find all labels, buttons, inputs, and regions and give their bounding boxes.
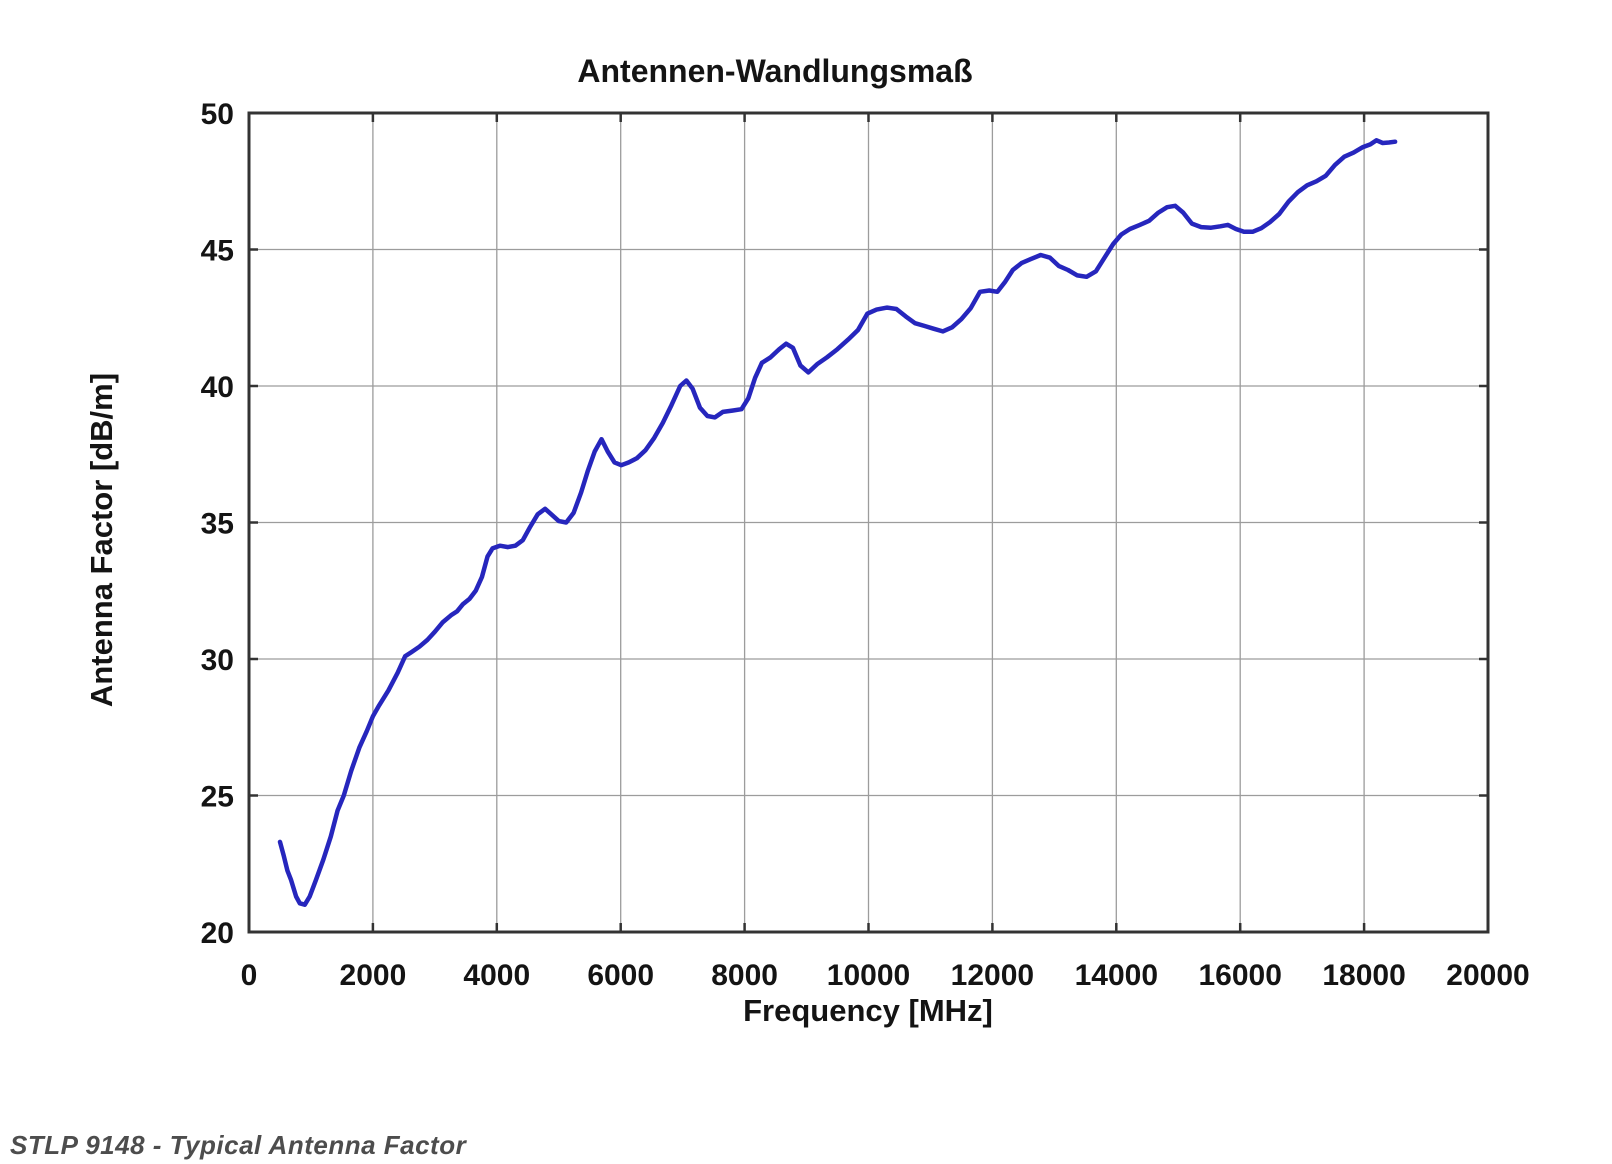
plot-area: 0 2000 4000 6000 8000 10000 12000 14000 16000 180…: [201, 98, 1530, 992]
x-axis-label: Frequency [MHz]: [743, 993, 993, 1028]
antenna-factor-curve: [277, 138, 1398, 907]
figure-caption: STLP 9148 - Typical Antenna Factor: [10, 1130, 467, 1160]
axis-box: [247, 111, 1490, 934]
x-tick-label: 0: [241, 959, 258, 992]
y-tick-label: 40: [201, 371, 234, 404]
x-tick-label: 2000: [340, 959, 407, 992]
x-tick-label: 10000: [827, 959, 910, 992]
x-tick-label: 12000: [951, 959, 1034, 992]
x-tick-label: 20000: [1446, 959, 1529, 992]
y-axis-label: Antenna Factor [dB/m]: [84, 373, 119, 707]
x-tick-label: 18000: [1322, 959, 1405, 992]
y-tick-label: 45: [201, 235, 234, 268]
x-tick-label: 8000: [711, 959, 778, 992]
x-tick-label: 4000: [463, 959, 530, 992]
x-tick-label: 6000: [587, 959, 654, 992]
x-tick-label: 16000: [1198, 959, 1281, 992]
x-tick-label: 14000: [1075, 959, 1158, 992]
y-tick-label: 20: [201, 917, 234, 950]
chart-title: Antennen-Wandlungsmaß: [577, 53, 972, 89]
y-tick-label: 30: [201, 644, 234, 677]
y-tick-label: 35: [201, 508, 234, 541]
y-tick-label: 25: [201, 781, 234, 814]
y-tick-label: 50: [201, 98, 234, 131]
